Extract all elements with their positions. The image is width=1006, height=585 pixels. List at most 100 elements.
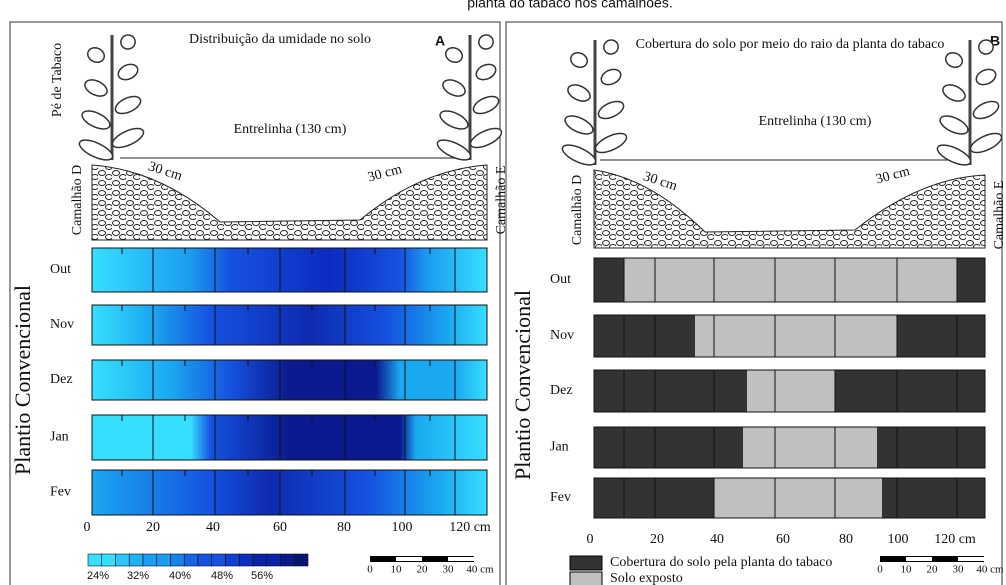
scale-label: 10 (391, 564, 403, 576)
legend-swatch (157, 554, 171, 566)
month-label: Dez (50, 372, 73, 387)
legend-swatch (281, 554, 295, 566)
plant-leaf (568, 50, 589, 70)
x-tick-label: 40 (206, 520, 220, 535)
legend-tick-label: 48% (211, 570, 233, 582)
system-label: Plantio Convencional (10, 285, 35, 475)
plant-leaf (599, 66, 623, 87)
x-tick-label: 80 (337, 520, 351, 535)
month-label: Jan (550, 440, 569, 455)
plant-leaf (971, 98, 1001, 122)
ridge-label: Camalhão E (494, 166, 509, 235)
plant-leaf (940, 82, 967, 105)
x-tick-label: 0 (84, 520, 91, 535)
x-tick-label: 80 (839, 532, 853, 547)
moisture-row (92, 360, 487, 400)
soil-profile (92, 165, 487, 240)
interrow-label: Entrelinha (130 cm) (759, 114, 872, 129)
figure: planta do tabaco nos camalhões. Distribu… (0, 0, 1006, 585)
month-label: Out (550, 272, 571, 287)
legend-swatch (570, 572, 602, 585)
distance-label: 30 cm (874, 164, 911, 187)
interrow-label: Entrelinha (130 cm) (234, 122, 347, 137)
plant-leaf (85, 45, 106, 65)
panel-letter: A (435, 33, 445, 49)
caption: planta do tabaco nos camalhões. (467, 0, 672, 11)
legend-swatch (212, 554, 226, 566)
x-tick-label: 120 cm (934, 532, 976, 547)
plant-leaf (116, 61, 140, 82)
plant-leaf (565, 82, 592, 105)
legend-label: Solo exposto (610, 571, 683, 585)
plant-leaf (119, 33, 138, 52)
legend-swatch (102, 554, 116, 566)
scale-bar-segment (906, 557, 932, 561)
legend-swatch (294, 554, 308, 566)
legend-swatch (143, 554, 157, 566)
legend-tick-label: 56% (251, 570, 273, 582)
cover-segment (594, 370, 747, 412)
moisture-row (92, 415, 487, 460)
legend-swatch (171, 554, 185, 566)
ridge-label: Camalhão E (992, 181, 1006, 250)
moisture-row (92, 248, 487, 292)
plant-leaf (110, 125, 146, 152)
plant-leaf (937, 112, 970, 137)
month-label: Jan (50, 430, 69, 445)
cover-segment (594, 258, 624, 302)
plant-leaf (77, 136, 116, 164)
exposed-segment (624, 258, 957, 302)
plant-leaf (602, 38, 621, 57)
scale-label: 30 (443, 564, 455, 576)
x-tick-label: 60 (273, 520, 287, 535)
panel-a: Distribuição da umidade no solo A Pé de … (10, 32, 509, 582)
ridge-label: Camalhão D (570, 175, 585, 245)
scale-label: 20 (417, 564, 429, 576)
x-tick-label: 100 (888, 532, 909, 547)
cover-segment (957, 258, 985, 302)
panel-title: Cobertura do solo por meio do raio da pl… (636, 37, 945, 52)
exposed-segment (747, 370, 835, 412)
cover-segment (594, 478, 714, 518)
legend-swatch (239, 554, 253, 566)
legend-swatch (184, 554, 198, 566)
plant-leaf (596, 98, 626, 122)
plant-leaf (437, 107, 470, 132)
plant-leaf (468, 125, 504, 152)
legend-tick-label: 40% (169, 570, 191, 582)
exposed-segment (714, 478, 882, 518)
x-tick-label: 20 (146, 520, 160, 535)
legend-tick-label: 32% (127, 570, 149, 582)
legend-swatch (116, 554, 130, 566)
x-tick-label: 40 (710, 532, 724, 547)
distance-label: 30 cm (366, 162, 403, 185)
month-label: Dez (550, 383, 573, 398)
cover-segment (877, 427, 985, 468)
scale-label: 40 cm (466, 564, 494, 576)
plant-leaf (435, 136, 474, 164)
scale-label: 0 (367, 564, 373, 576)
month-label: Nov (50, 317, 74, 332)
system-label: Plantio Convencional (510, 290, 535, 480)
moisture-row (92, 470, 487, 515)
legend-swatch (88, 554, 102, 566)
cover-segment (594, 427, 743, 468)
month-label: Fev (50, 485, 71, 500)
scale-label: 20 (927, 564, 939, 576)
legend-label: Cobertura do solo pela planta do tabaco (610, 555, 832, 570)
x-tick-label: 120 cm (449, 520, 491, 535)
cover-segment (835, 370, 985, 412)
ridge-label: Camalhão D (70, 165, 85, 235)
plant-leaf (474, 61, 498, 82)
cover-segment (897, 315, 985, 357)
month-label: Nov (550, 328, 574, 343)
panel-b: Cobertura do solo por meio do raio da pl… (510, 33, 1006, 585)
panel-title: Distribuição da umidade no solo (189, 32, 371, 47)
x-tick-label: 100 (392, 520, 413, 535)
legend-swatch (267, 554, 281, 566)
scale-bar-segment (396, 557, 422, 561)
month-label: Out (50, 262, 71, 277)
cover-segment (594, 315, 695, 357)
plant-leaf (82, 77, 109, 100)
plant-leaf (935, 141, 974, 169)
